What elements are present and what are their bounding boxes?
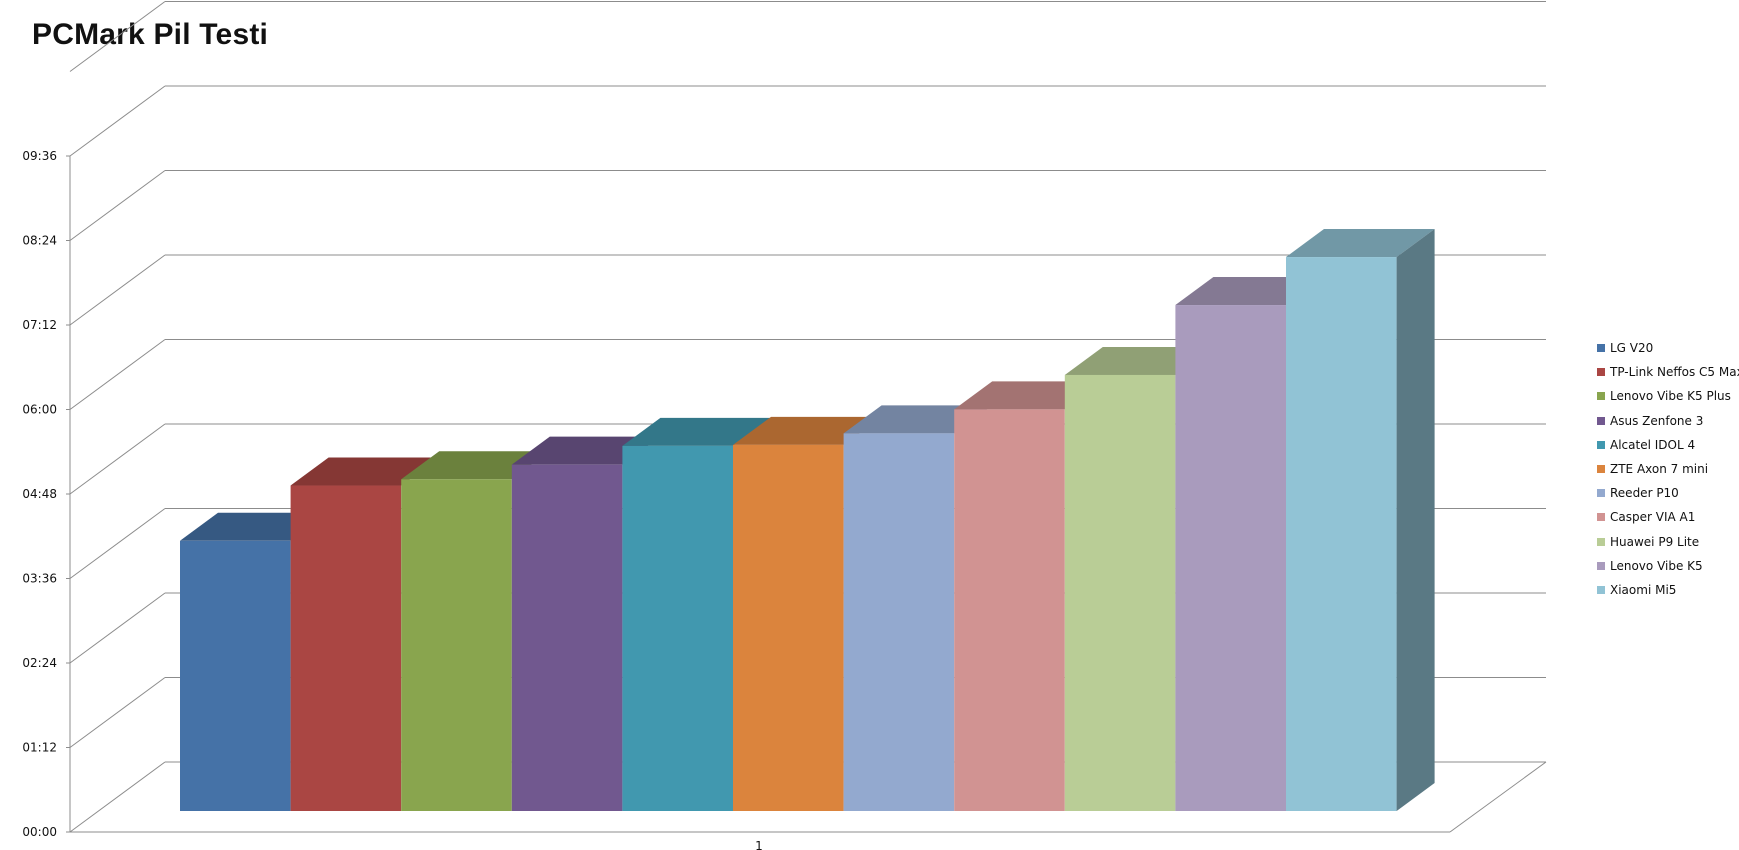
- legend-label: TP-Link Neffos C5 Max: [1610, 365, 1739, 380]
- chart-tick-labels: 00:00 01:12 02:24 03:36 04:48 06:00 07:12 08:24…: [22, 149, 762, 850]
- legend-item: TP-Link Neffos C5 Max: [1597, 360, 1739, 384]
- gridline-diagonal: [69, 508, 166, 579]
- legend-item: Lenovo Vibe K5 Plus: [1597, 384, 1739, 408]
- y-tick-label: 01:12: [22, 741, 57, 755]
- legend-swatch: [1597, 440, 1605, 449]
- chart-title: PCMark Pil Testi: [32, 18, 269, 51]
- legend-item: Casper VIA A1: [1597, 505, 1739, 529]
- y-tick-label: 07:12: [22, 318, 57, 332]
- bar-front-face: [1175, 305, 1286, 811]
- gridline-diagonal: [69, 254, 166, 326]
- bar-front-face: [733, 444, 844, 811]
- bar-casper-via-a1: [954, 381, 1103, 811]
- bar-front-face: [511, 464, 623, 811]
- bar-front-face: [401, 479, 512, 811]
- legend-swatch: [1597, 392, 1605, 401]
- bar-front-face: [180, 540, 291, 811]
- gridline-diagonal: [69, 1, 166, 72]
- bar-front-face: [954, 409, 1065, 811]
- bar-top-face: [622, 417, 771, 446]
- bar-xiaomi-mi5: [1286, 229, 1435, 812]
- legend-swatch: [1597, 489, 1605, 498]
- legend-swatch: [1597, 344, 1605, 353]
- legend-item: Asus Zenfone 3: [1597, 409, 1739, 433]
- legend-item: Huawei P9 Lite: [1597, 530, 1739, 554]
- gridline-diagonal: [69, 85, 166, 157]
- bar-front-face: [290, 485, 402, 811]
- y-tick-label: 04:48: [22, 487, 57, 501]
- bar-lenovo-vibe-k5: [1175, 277, 1324, 811]
- legend-item: Lenovo Vibe K5: [1597, 554, 1739, 578]
- bar-front-face: [1286, 257, 1397, 811]
- legend-item: Reeder P10: [1597, 481, 1739, 505]
- x-tick-label: 1: [755, 839, 763, 850]
- bar-top-face: [1286, 229, 1435, 258]
- legend-swatch: [1597, 513, 1605, 522]
- bar-reeder-p10: [843, 405, 993, 811]
- gridline-diagonal: [69, 677, 166, 748]
- bar-alcatel-idol-4: [622, 417, 771, 811]
- bar-front-face: [843, 433, 955, 811]
- legend-item: Xiaomi Mi5: [1597, 578, 1739, 602]
- floor-left-edge: [69, 761, 166, 833]
- gridline-diagonal: [69, 592, 166, 664]
- y-tick-label: 06:00: [22, 403, 57, 417]
- gridline-diagonal: [69, 170, 166, 241]
- legend-swatch: [1597, 585, 1605, 594]
- legend-label: LG V20: [1610, 341, 1654, 356]
- chart-legend: LG V20 TP-Link Neffos C5 Max Lenovo Vibe K…: [1597, 336, 1739, 602]
- bar-front-face: [622, 445, 733, 811]
- legend-label: Casper VIA A1: [1610, 510, 1696, 525]
- y-tick-label: 00:00: [22, 825, 57, 839]
- bar-huawei-p9-lite: [1064, 346, 1214, 811]
- legend-swatch: [1597, 416, 1605, 425]
- floor-right-edge: [1449, 761, 1547, 833]
- legend-swatch: [1597, 465, 1605, 474]
- legend-swatch: [1597, 561, 1605, 570]
- legend-label: Reeder P10: [1610, 486, 1679, 501]
- legend-label: Asus Zenfone 3: [1610, 413, 1704, 428]
- bar-front-face: [1064, 374, 1176, 811]
- legend-label: Lenovo Vibe K5: [1610, 558, 1703, 573]
- legend-label: Alcatel IDOL 4: [1610, 437, 1696, 452]
- y-tick-label: 02:24: [22, 656, 57, 670]
- gridline-diagonal: [69, 423, 166, 495]
- chart-bars: [180, 229, 1435, 812]
- legend-item: ZTE Axon 7 mini: [1597, 457, 1739, 481]
- legend-swatch: [1597, 537, 1605, 546]
- y-tick-label: 03:36: [22, 572, 57, 586]
- gridline-diagonal: [69, 339, 166, 410]
- legend-label: Xiaomi Mi5: [1610, 582, 1677, 597]
- legend-swatch: [1597, 368, 1605, 377]
- bar-side-face: [1396, 229, 1435, 812]
- legend-label: Huawei P9 Lite: [1610, 534, 1700, 549]
- legend-label: ZTE Axon 7 mini: [1610, 462, 1709, 477]
- y-tick-label: 08:24: [22, 234, 57, 248]
- legend-item: Alcatel IDOL 4: [1597, 433, 1739, 457]
- bar-tp-link-neffos-c5-max: [290, 457, 440, 811]
- y-tick-label: 09:36: [22, 149, 57, 163]
- bar-top-face: [290, 457, 440, 486]
- legend-item: LG V20: [1597, 336, 1739, 360]
- legend-label: Lenovo Vibe K5 Plus: [1610, 389, 1731, 404]
